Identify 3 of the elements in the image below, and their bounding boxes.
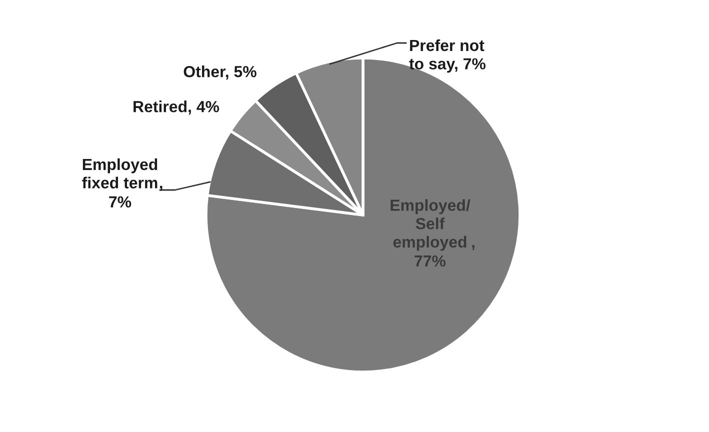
slice-label: Retired, 4% xyxy=(134,100,220,115)
slice-label: Other, 5% xyxy=(184,66,256,80)
slice-label: Prefer not to say, 7% xyxy=(409,39,486,73)
